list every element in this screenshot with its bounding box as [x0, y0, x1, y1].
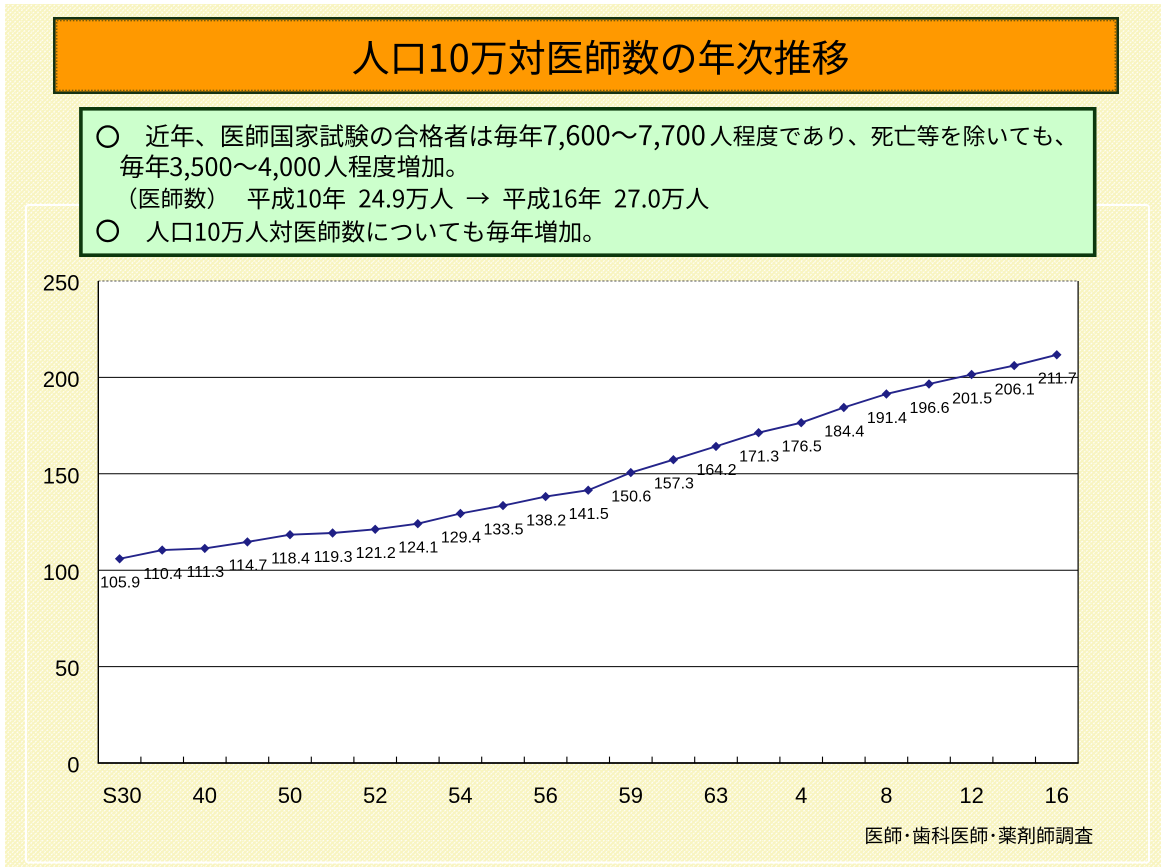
svg-text:105.9: 105.9	[100, 575, 140, 592]
svg-text:56: 56	[533, 783, 557, 808]
svg-text:196.6: 196.6	[909, 400, 949, 417]
svg-text:54: 54	[448, 783, 472, 808]
svg-text:211.7: 211.7	[1038, 371, 1077, 388]
svg-text:S30: S30	[102, 783, 141, 808]
svg-text:4: 4	[795, 783, 807, 808]
svg-text:201.5: 201.5	[952, 390, 992, 407]
svg-text:63: 63	[704, 783, 728, 808]
svg-text:121.2: 121.2	[356, 545, 396, 562]
svg-text:114.7: 114.7	[228, 558, 267, 575]
svg-text:176.5: 176.5	[782, 439, 822, 456]
svg-text:111.3: 111.3	[186, 564, 224, 581]
svg-text:8: 8	[880, 783, 892, 808]
svg-text:119.3: 119.3	[314, 549, 353, 566]
svg-text:184.4: 184.4	[824, 423, 864, 440]
svg-text:124.1: 124.1	[398, 540, 438, 557]
svg-text:206.1: 206.1	[995, 381, 1035, 398]
svg-text:141.5: 141.5	[569, 506, 609, 523]
svg-text:164.2: 164.2	[696, 462, 736, 479]
svg-text:250: 250	[43, 271, 80, 296]
svg-text:59: 59	[619, 783, 643, 808]
svg-text:150.6: 150.6	[611, 488, 651, 505]
svg-text:157.3: 157.3	[654, 476, 694, 493]
svg-text:0: 0	[67, 753, 79, 778]
svg-text:171.3: 171.3	[739, 449, 779, 466]
svg-text:16: 16	[1045, 783, 1069, 808]
svg-text:52: 52	[363, 783, 387, 808]
svg-text:50: 50	[55, 656, 79, 681]
svg-text:100: 100	[43, 560, 80, 585]
svg-text:150: 150	[43, 463, 80, 488]
svg-text:200: 200	[43, 367, 80, 392]
svg-text:50: 50	[278, 783, 302, 808]
svg-text:12: 12	[959, 783, 983, 808]
svg-text:138.2: 138.2	[526, 512, 566, 529]
svg-text:133.5: 133.5	[483, 521, 523, 538]
svg-text:40: 40	[193, 783, 217, 808]
svg-text:129.4: 129.4	[441, 529, 481, 546]
svg-text:110.4: 110.4	[143, 566, 182, 583]
svg-text:118.4: 118.4	[271, 551, 310, 568]
svg-text:191.4: 191.4	[867, 410, 907, 427]
